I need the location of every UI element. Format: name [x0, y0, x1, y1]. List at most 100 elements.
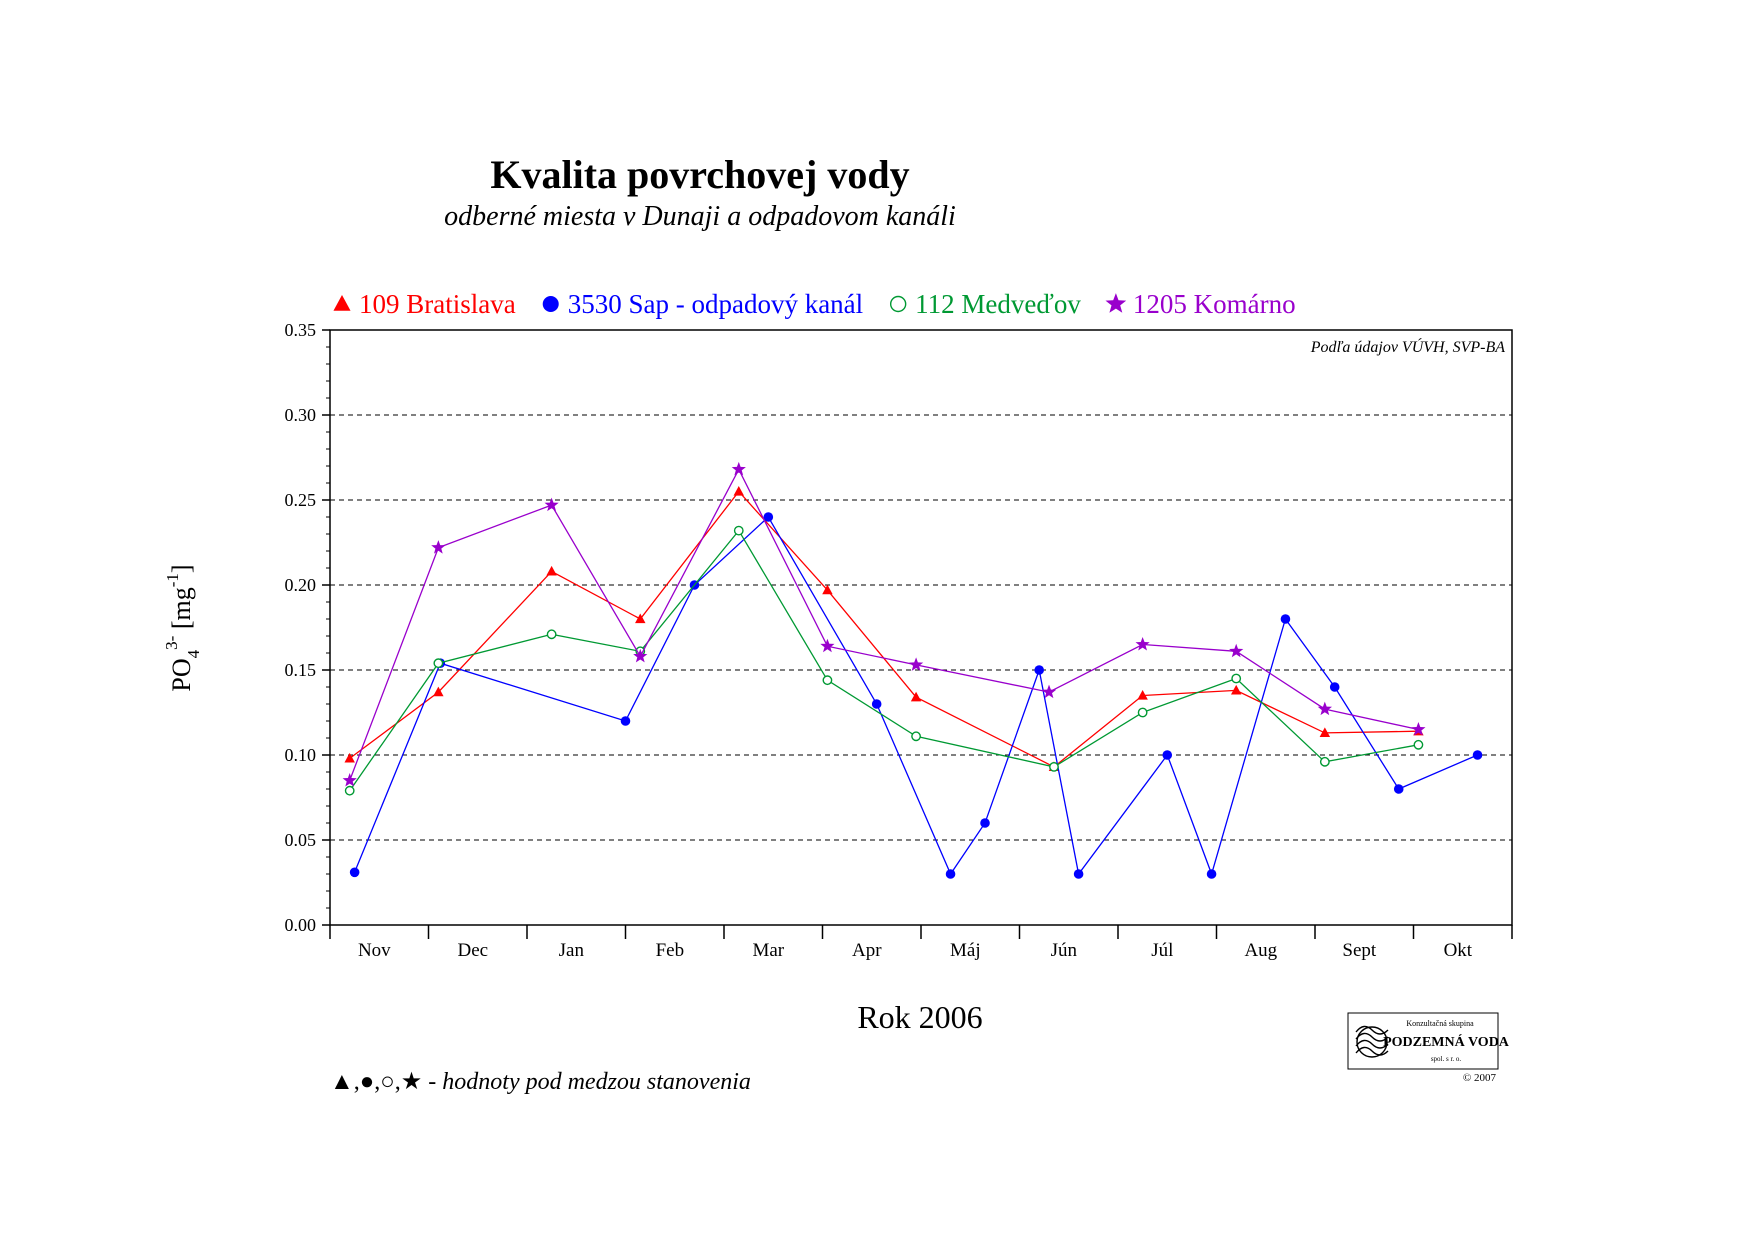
data-point	[1162, 750, 1173, 760]
data-point	[1231, 673, 1242, 684]
series-layer	[342, 461, 1483, 879]
legend-label: 112 Medveďov	[915, 289, 1081, 319]
data-point	[1229, 643, 1244, 658]
data-point	[349, 867, 360, 878]
data-point	[1317, 701, 1332, 716]
legend-item: 3530 Sap - odpadový kanál	[542, 289, 863, 319]
data-point	[763, 512, 774, 522]
logo-line1: Konzultačná skupina	[1406, 1019, 1474, 1028]
y-tick-label: 0.15	[285, 660, 317, 680]
data-point	[544, 497, 559, 512]
data-point	[433, 658, 444, 669]
x-tick-label: Júl	[1151, 940, 1173, 961]
footnote: ▲,●,○,★ - hodnoty pod medzou stanovenia	[330, 1069, 751, 1095]
legend-label: 3530 Sap - odpadový kanál	[568, 289, 863, 319]
data-point	[1137, 707, 1148, 718]
data-point	[911, 731, 921, 742]
data-point	[822, 584, 833, 595]
data-point	[342, 773, 357, 787]
data-point	[1135, 637, 1150, 651]
legend-label: 109 Bratislava	[359, 289, 516, 319]
data-point	[871, 699, 882, 709]
data-point	[733, 525, 744, 536]
y-tick-label: 0.05	[285, 830, 317, 850]
data-point	[546, 565, 557, 576]
y-tick-label: 0.10	[285, 745, 317, 765]
data-point	[1049, 762, 1059, 772]
data-point	[635, 613, 646, 624]
y-label-unit-open: [mg	[167, 587, 196, 635]
y-tick-label: 0.00	[285, 915, 317, 935]
chart-title: Kvalita povrchovej vody	[490, 152, 909, 197]
y-label-sub: 4	[184, 649, 203, 658]
data-point	[1319, 727, 1331, 738]
y-tick-label: 0.25	[285, 490, 317, 510]
data-point	[980, 818, 990, 828]
y-tick-label: 0.30	[285, 405, 317, 425]
data-point	[909, 657, 924, 671]
footnote-text: - hodnoty pod medzou stanovenia	[422, 1069, 751, 1095]
data-point	[1034, 665, 1044, 675]
data-point	[820, 638, 835, 653]
data-point	[1393, 784, 1404, 794]
series-line	[349, 490, 1419, 768]
x-tick-label: Mar	[752, 940, 784, 961]
data-point	[1041, 684, 1057, 699]
data-point	[1472, 750, 1483, 760]
y-label-unit-close: ]	[167, 564, 196, 573]
x-tick-label: Okt	[1444, 940, 1473, 961]
legend: 109 Bratislava 3530 Sap - odpadový kanál 1…	[333, 289, 1296, 319]
y-label-sup: 3-	[162, 635, 181, 650]
company-logo: Konzultačná skupina PODZEMNÁ VODA spol. …	[1347, 1012, 1510, 1084]
data-point	[1411, 722, 1426, 736]
data-point	[1137, 690, 1148, 700]
footnote-symbol-filled-circle: ●	[360, 1069, 375, 1095]
data-point	[431, 540, 446, 554]
data-point	[1413, 739, 1424, 750]
x-tick-label: Feb	[656, 940, 685, 961]
logo-line3: spol. s r. o.	[1431, 1055, 1462, 1063]
series-line	[353, 515, 1478, 877]
data-point	[731, 461, 746, 476]
series-line	[349, 467, 1419, 781]
grid-lines	[330, 414, 1512, 841]
footnote-symbol-open-circle: ○	[380, 1069, 395, 1095]
x-axis: Nov Dec Jan Feb Mar Apr Máj Jún Júl Aug Sept Okt	[329, 925, 1513, 961]
legend-label: 1205 Komárno	[1133, 289, 1296, 319]
data-point	[546, 629, 557, 640]
y-axis: 0.00 0.05 0.10 0.15 0.20 0.25 0.30 0.35	[285, 320, 330, 935]
y-tick-label: 0.20	[285, 575, 317, 595]
y-label-base: PO	[167, 658, 196, 691]
footnote-sep-3: ,	[395, 1069, 401, 1095]
data-point	[344, 785, 355, 796]
plot-frame	[329, 329, 1513, 926]
series-line	[349, 529, 1419, 792]
series-star	[342, 461, 1426, 787]
legend-item: 109 Bratislava	[333, 289, 516, 319]
footnote-sep-1: ,	[354, 1069, 360, 1095]
x-axis-label: Rok 2006	[857, 999, 982, 1035]
x-tick-label: Sept	[1342, 940, 1377, 961]
x-tick-label: Dec	[458, 940, 489, 961]
data-point	[1280, 614, 1291, 624]
x-tick-label: Apr	[852, 940, 882, 961]
logo-line2: PODZEMNÁ VODA	[1383, 1033, 1510, 1050]
x-tick-label: Jún	[1051, 940, 1078, 961]
data-point	[1230, 684, 1242, 695]
data-point	[945, 869, 956, 879]
data-point	[433, 686, 444, 697]
source-note: Podľa údajov VÚVH, SVP-BA	[1310, 337, 1505, 356]
y-axis-label: PO43- [mg-1]	[162, 564, 203, 691]
y-label-unit-sup: -1	[163, 573, 182, 587]
legend-marker	[1105, 293, 1127, 313]
data-point	[822, 675, 833, 686]
x-tick-label: Jan	[559, 940, 585, 961]
chart-subtitle: odberné miesta v Dunaji a odpadovom kaná…	[444, 201, 956, 232]
x-tick-label: Nov	[358, 940, 391, 961]
data-point	[1319, 756, 1330, 767]
series-triangle	[344, 486, 1424, 772]
x-tick-label: Aug	[1244, 940, 1277, 961]
legend-item: 112 Medveďov	[889, 289, 1081, 319]
data-point	[1329, 682, 1340, 692]
